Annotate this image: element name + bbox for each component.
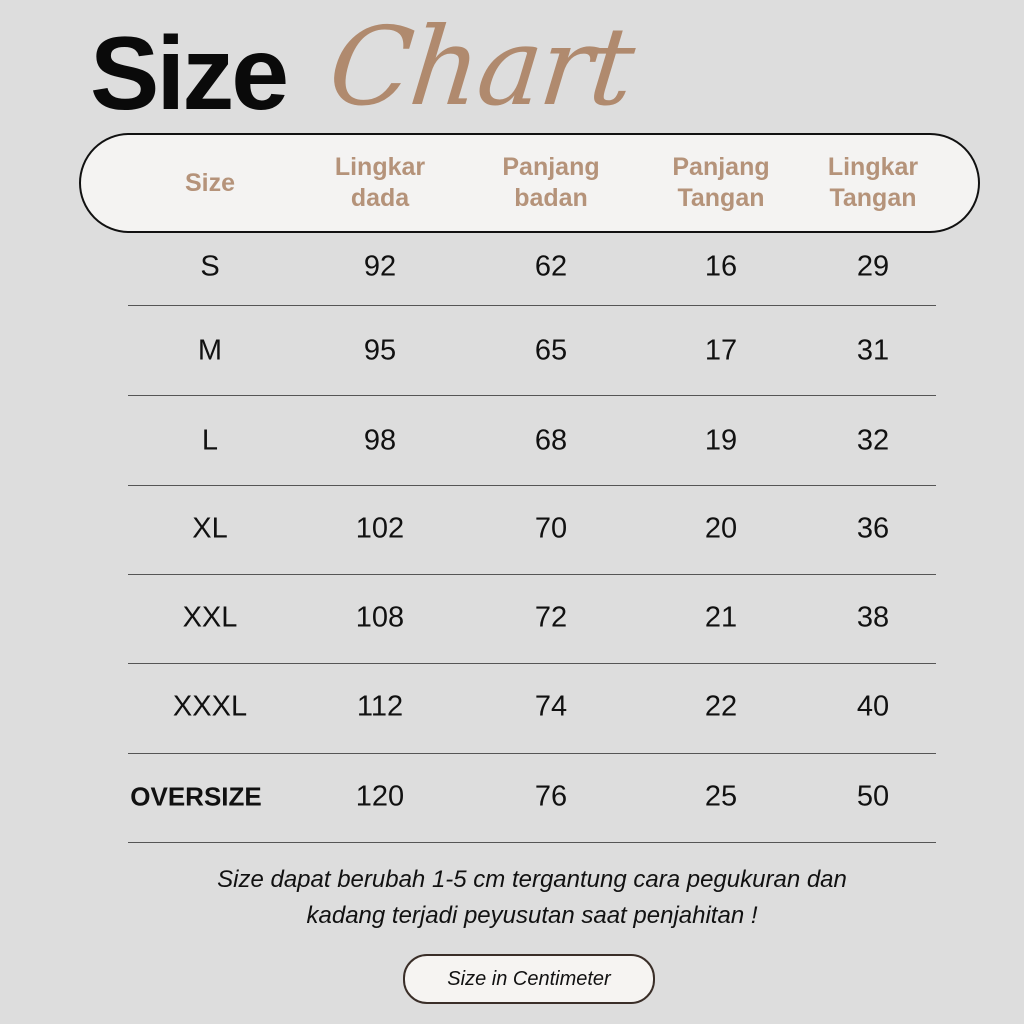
column-header: Panjang Tangan	[672, 153, 770, 212]
table-cell: 32	[856, 424, 890, 457]
size-label: XXXL	[172, 690, 248, 723]
table-cell: 19	[704, 424, 738, 457]
row-divider	[128, 574, 936, 575]
table-cell: 25	[704, 780, 738, 813]
table-cell: 40	[856, 690, 890, 723]
row-divider	[128, 753, 936, 754]
table-cell: 22	[704, 690, 738, 723]
row-divider	[128, 663, 936, 664]
table-cell: 16	[704, 250, 738, 283]
row-divider	[128, 842, 936, 843]
table-cell: 92	[363, 250, 397, 283]
unit-badge: Size in Centimeter	[403, 954, 655, 1004]
row-divider	[128, 395, 936, 396]
row-divider	[128, 305, 936, 306]
table-cell: 74	[534, 690, 568, 723]
table-cell: 65	[534, 334, 568, 367]
size-note-line-2: kadang terjadi peyusutan saat penjahitan…	[306, 902, 758, 929]
table-cell: 98	[363, 424, 397, 457]
table-cell: 20	[704, 512, 738, 545]
size-label: OVERSIZE	[130, 781, 262, 812]
table-cell: 17	[704, 334, 738, 367]
column-header: Size	[184, 168, 236, 197]
table-cell: 62	[534, 250, 568, 283]
table-cell: 36	[856, 512, 890, 545]
size-note-line-1: Size dapat berubah 1-5 cm tergantung car…	[217, 866, 847, 893]
column-header: Lingkar dada	[334, 153, 426, 212]
size-label: L	[201, 424, 219, 457]
size-label: S	[200, 250, 220, 283]
table-cell: 29	[856, 250, 890, 283]
size-note: Size dapat berubah 1-5 cm tergantung car…	[0, 862, 1024, 934]
size-label: M	[197, 334, 223, 367]
column-header: Lingkar Tangan	[827, 153, 919, 212]
size-label: XXL	[182, 601, 238, 634]
table-header: Size Lingkar dada Panjang badan Panjang Tangan…	[79, 133, 980, 233]
table-cell: 72	[534, 601, 568, 634]
column-header: Panjang badan	[502, 153, 600, 212]
table-cell: 112	[356, 690, 404, 723]
row-divider	[128, 485, 936, 486]
table-cell: 120	[355, 780, 405, 813]
table-cell: 21	[704, 601, 738, 634]
table-cell: 70	[534, 512, 568, 545]
table-cell: 76	[534, 780, 568, 813]
table-cell: 95	[363, 334, 397, 367]
size-label: XL	[192, 512, 228, 545]
table-cell: 102	[355, 512, 405, 545]
table-cell: 108	[355, 601, 405, 634]
title-size: Size	[90, 16, 289, 132]
table-cell: 68	[534, 424, 568, 457]
table-cell: 38	[856, 601, 890, 634]
title-chart: Chart	[323, 5, 639, 130]
table-cell: 50	[856, 780, 890, 813]
table-cell: 31	[856, 334, 890, 367]
